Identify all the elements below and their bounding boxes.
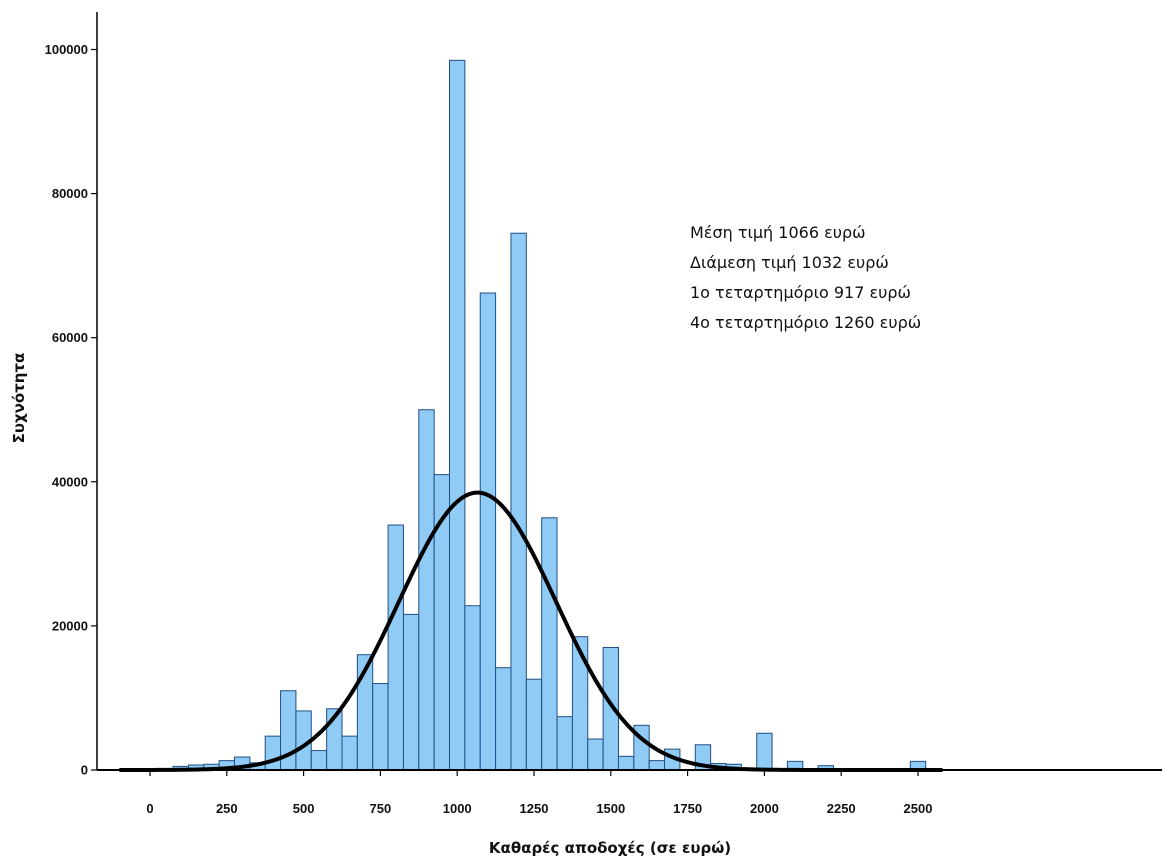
y-tick-label: 0 — [81, 763, 88, 778]
histogram-bar — [264, 735, 282, 771]
x-tick-label: 1250 — [520, 801, 549, 816]
histogram-bar — [464, 605, 481, 771]
x-tick-label: 0 — [146, 801, 153, 816]
x-tick-label: 2500 — [904, 801, 933, 816]
annotation-line: Μέση τιμή 1066 ευρώ — [690, 223, 866, 242]
annotation-line: Διάμεση τιμή 1032 ευρώ — [690, 253, 889, 272]
histogram-bar — [495, 667, 512, 771]
histogram-bars — [172, 59, 927, 771]
x-tick-label: 2000 — [750, 801, 779, 816]
axes — [96, 12, 1162, 771]
histogram-bar — [756, 732, 773, 771]
histogram-bar — [372, 683, 389, 771]
histogram-bar — [510, 232, 527, 771]
x-tick-label: 500 — [293, 801, 315, 816]
histogram-bar — [617, 755, 635, 771]
x-axis-ticks: 0 250 500 750 1000 1250 1500 1750 2000 2250 2500 — [146, 770, 932, 816]
histogram-bar — [387, 524, 404, 771]
histogram-bar — [556, 716, 573, 771]
histogram-bar — [310, 750, 328, 771]
annotation-line: 4ο τεταρτημόριο 1260 ευρώ — [690, 313, 921, 332]
histogram-bar — [418, 409, 435, 771]
y-tick-label: 40000 — [52, 474, 88, 489]
histogram-bar — [479, 292, 497, 771]
y-tick-label: 20000 — [52, 618, 88, 633]
histogram-bar — [648, 760, 666, 771]
x-tick-label: 1500 — [596, 801, 625, 816]
y-tick-label: 100000 — [45, 42, 88, 57]
x-tick-label: 1750 — [673, 801, 702, 816]
histogram-bar — [541, 517, 558, 771]
x-tick-label: 1000 — [443, 801, 472, 816]
histogram-bar — [402, 613, 420, 771]
x-tick-label: 250 — [216, 801, 238, 816]
annotation-line: 1ο τεταρτημόριο 917 ευρώ — [690, 283, 911, 302]
histogram-bar — [525, 678, 543, 771]
y-axis-ticks: 0 20000 40000 60000 80000 100000 — [45, 42, 97, 778]
histogram-bar — [571, 636, 589, 771]
histogram-bar — [587, 738, 604, 771]
histogram-bar — [341, 735, 358, 771]
y-axis-title: Συχνότητα — [10, 353, 28, 444]
histogram-bar — [449, 59, 466, 771]
statistics-annotation: Μέση τιμή 1066 ευρώ Διάμεση τιμή 1032 ευρ… — [690, 223, 921, 332]
y-tick-label: 80000 — [52, 186, 88, 201]
x-tick-label: 2250 — [827, 801, 856, 816]
x-axis-title: Καθαρές αποδοχές (σε ευρώ) — [489, 839, 731, 857]
y-tick-label: 60000 — [52, 330, 88, 345]
x-tick-label: 750 — [370, 801, 392, 816]
